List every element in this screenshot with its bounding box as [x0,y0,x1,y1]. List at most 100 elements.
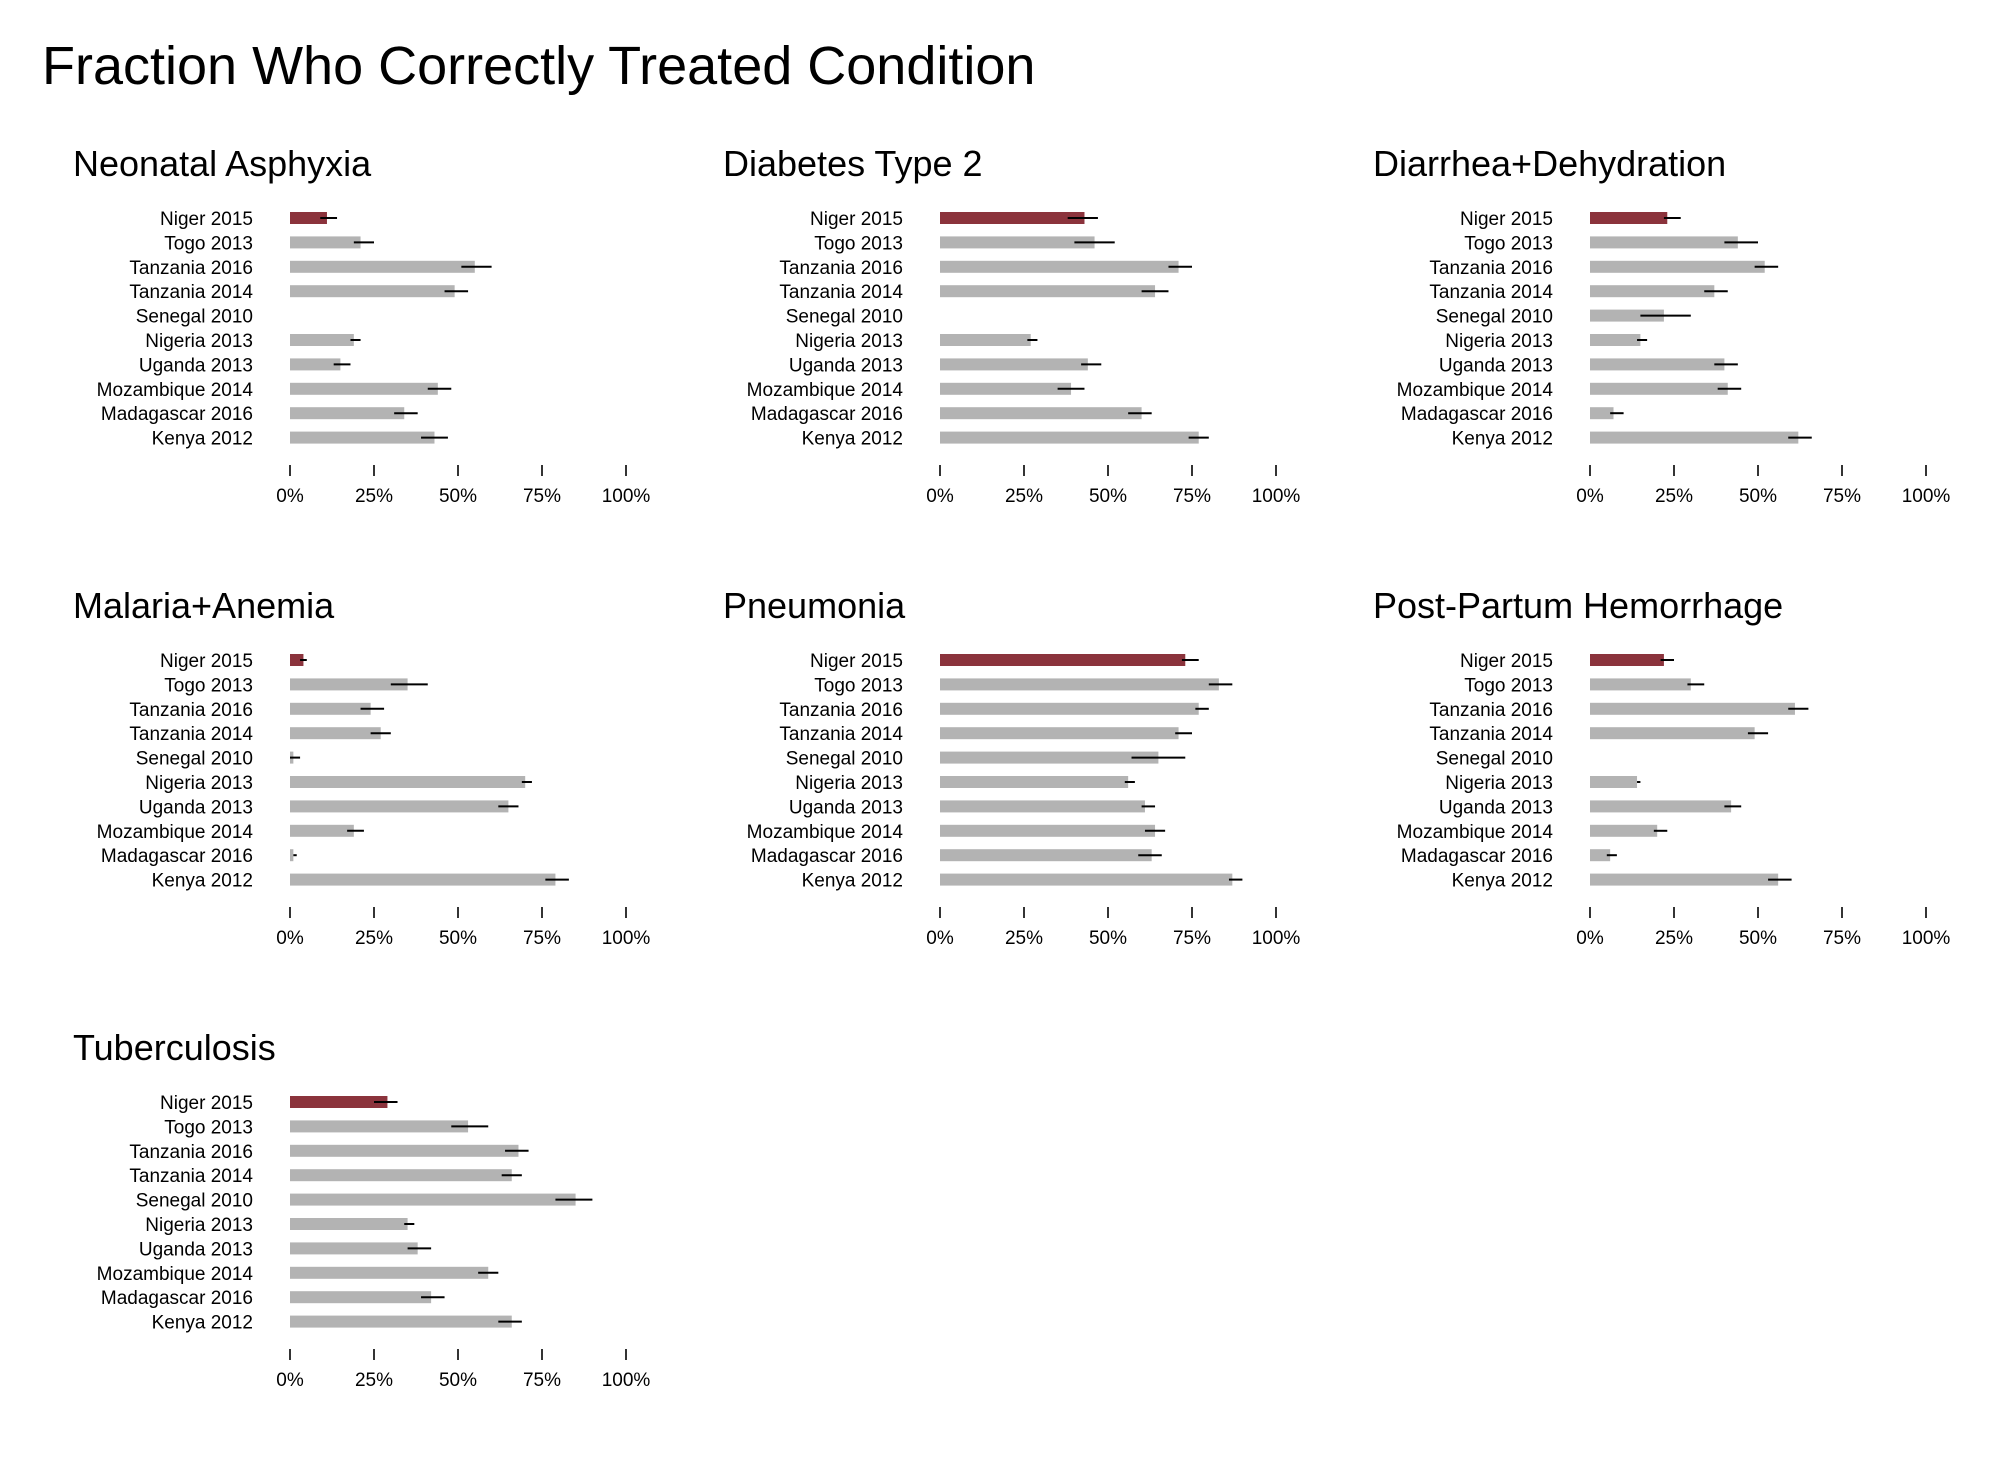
bar [1590,727,1755,740]
bar [290,678,408,691]
x-tick-label: 50% [1089,928,1127,949]
category-label: Tanzania 2016 [129,700,253,721]
bar [1590,654,1664,666]
bar [290,1266,489,1279]
bar [290,358,341,371]
category-label: Tanzania 2014 [779,282,903,303]
category-label: Kenya 2012 [152,1313,253,1334]
x-tick-label: 75% [523,1370,561,1391]
panel-7: Tuberculosis Niger 2015 Togo 2013 Tanzania … [73,1027,650,1391]
x-tick-label: 100% [1252,928,1301,949]
bar [1590,236,1738,249]
bar [1590,873,1779,886]
category-label: Tanzania 2014 [1429,724,1553,745]
bar [940,776,1129,788]
category-label: Madagascar 2016 [751,404,903,425]
panel-title: Diabetes Type 2 [723,143,983,184]
category-label: Kenya 2012 [152,871,253,892]
x-tick-label: 75% [1173,486,1211,507]
category-label: Tanzania 2014 [129,1166,253,1187]
category-label: Uganda 2013 [789,797,903,818]
x-tick-label: 50% [1739,486,1777,507]
category-label: Kenya 2012 [152,429,253,450]
panel-3: Diarrhea+Dehydration Niger 2015 Togo 2013 T… [1373,143,1950,507]
category-label: Senegal 2010 [1436,307,1553,328]
x-tick-label: 25% [355,1370,393,1391]
category-label: Tanzania 2014 [129,724,253,745]
bar [290,285,455,298]
bar [1590,358,1725,371]
category-label: Nigeria 2013 [1445,331,1553,352]
x-tick-label: 25% [1005,928,1043,949]
bar [1590,285,1715,298]
bar [290,212,327,224]
category-label: Niger 2015 [160,651,253,672]
category-label: Niger 2015 [1460,651,1553,672]
x-tick-label: 0% [1576,928,1604,949]
x-tick-label: 50% [439,486,477,507]
panel-title: Neonatal Asphyxia [73,143,372,184]
bar [290,849,294,862]
bar [940,678,1219,691]
bar [290,1193,576,1206]
panel-4: Malaria+Anemia Niger 2015 Togo 2013 Tanzani… [73,585,650,949]
bar [1590,260,1765,273]
x-tick-label: 100% [602,486,651,507]
bar [1590,309,1664,322]
x-tick-label: 0% [276,486,304,507]
category-label: Kenya 2012 [802,429,903,450]
bar [940,212,1085,224]
bar [940,407,1142,420]
x-tick-label: 75% [1173,928,1211,949]
category-label: Tanzania 2016 [129,1142,253,1163]
bar [290,1169,512,1182]
bar [940,285,1156,298]
category-label: Mozambique 2014 [97,380,254,401]
x-tick-label: 25% [355,928,393,949]
bar [1590,776,1638,788]
x-tick-label: 100% [602,1370,651,1391]
category-label: Niger 2015 [810,209,903,230]
bar [940,358,1088,371]
category-label: Kenya 2012 [1452,871,1553,892]
x-tick-label: 0% [276,928,304,949]
category-label: Mozambique 2014 [1397,380,1554,401]
figure-title: Fraction Who Correctly Treated Condition [42,36,1035,96]
bar [940,800,1145,813]
x-tick-label: 75% [523,928,561,949]
bar [940,334,1031,346]
bar [1590,212,1668,224]
x-tick-label: 50% [1089,486,1127,507]
category-label: Madagascar 2016 [101,846,253,867]
panel-6: Post-Partum Hemorrhage Niger 2015 Togo 201… [1373,585,1950,949]
bar [290,1120,469,1133]
category-label: Nigeria 2013 [1445,773,1553,794]
bar [1590,849,1611,862]
category-label: Togo 2013 [164,233,253,254]
x-tick-label: 50% [439,1370,477,1391]
bar [290,873,556,886]
category-label: Mozambique 2014 [1397,822,1554,843]
category-label: Kenya 2012 [1452,429,1553,450]
bar [290,382,438,395]
bar [940,431,1199,444]
category-label: Madagascar 2016 [1401,846,1553,867]
category-label: Madagascar 2016 [101,1288,253,1309]
bar [290,236,361,249]
bar [290,1291,432,1304]
category-label: Niger 2015 [160,1093,253,1114]
bar [940,236,1095,249]
bar [290,1096,388,1108]
x-tick-label: 100% [602,928,651,949]
bar [1590,407,1614,420]
x-tick-label: 25% [1655,486,1693,507]
category-label: Uganda 2013 [139,797,253,818]
category-label: Kenya 2012 [802,871,903,892]
category-label: Togo 2013 [164,1117,253,1138]
category-label: Mozambique 2014 [97,822,254,843]
category-label: Tanzania 2016 [1429,700,1553,721]
category-label: Niger 2015 [160,209,253,230]
bar [1590,702,1795,715]
bar [1590,678,1691,691]
